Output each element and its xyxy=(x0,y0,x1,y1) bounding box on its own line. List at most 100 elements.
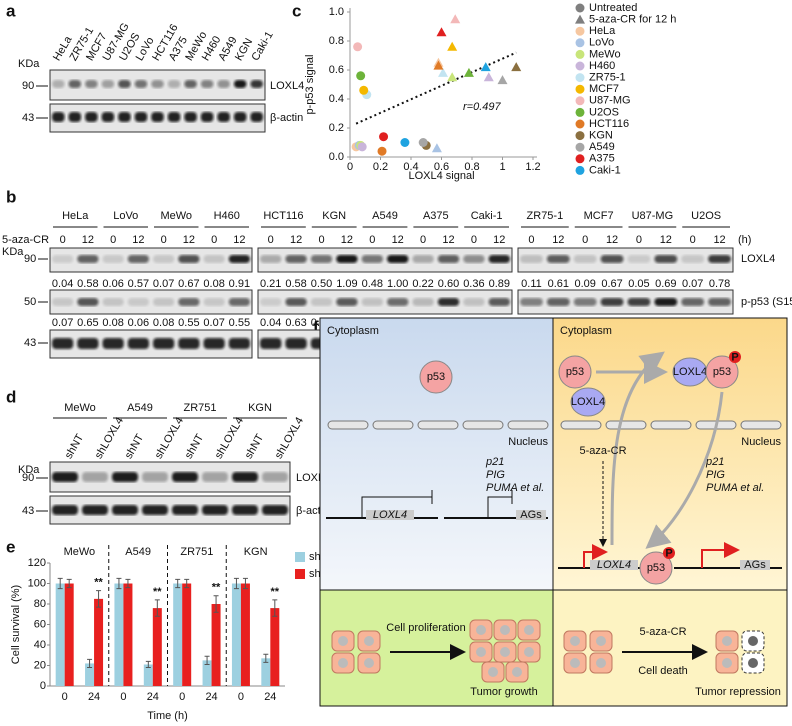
lane-label: Caki-1 xyxy=(249,29,275,63)
x-tick-label: 0.8 xyxy=(464,161,479,173)
quant-label: 0.04 xyxy=(260,317,281,329)
y-axis-label: Cell survival (%) xyxy=(10,585,22,664)
nucleus xyxy=(722,636,732,646)
row-label: p-p53 (S15) xyxy=(741,296,792,308)
blot-band xyxy=(202,505,228,515)
blot-band xyxy=(488,255,510,263)
error-bar xyxy=(66,578,72,589)
scatter-point xyxy=(450,14,461,24)
nuclear-membrane xyxy=(417,420,459,430)
compartment-label: Nucleus xyxy=(508,436,548,448)
quant-label: 0.78 xyxy=(709,278,730,290)
x-tick-label: 0.4 xyxy=(403,161,418,173)
blot-band xyxy=(52,80,65,88)
x-tick-label: 24 xyxy=(205,691,217,703)
blot-band xyxy=(77,298,99,306)
nucleus xyxy=(596,636,606,646)
nucleus xyxy=(338,636,348,646)
x-axis-label: LOXL4 signal xyxy=(408,170,474,182)
bar xyxy=(85,663,95,686)
blot-band xyxy=(520,255,543,263)
target-label: PUMA et al. xyxy=(486,482,544,494)
legend-marker xyxy=(575,3,585,13)
blot-band xyxy=(217,112,230,122)
cell-line-label: A375 xyxy=(423,210,449,222)
bar xyxy=(123,583,133,686)
y-tick-label: 40 xyxy=(34,639,46,651)
quant-label: 0.11 xyxy=(521,278,542,290)
group-label: ZR751 xyxy=(183,402,216,414)
protein-label: LOXL4 xyxy=(571,396,605,408)
lane-label: shLOXL4 xyxy=(213,415,246,461)
blot-band xyxy=(437,298,460,306)
scatter-point xyxy=(359,85,369,95)
protein xyxy=(705,355,739,389)
repression-line xyxy=(361,490,433,518)
legend-label: Caki-1 xyxy=(589,164,621,176)
blot-band xyxy=(85,80,98,88)
group-label: A549 xyxy=(127,402,153,414)
nucleus xyxy=(364,658,374,668)
error-bar xyxy=(184,578,190,589)
bar xyxy=(55,583,65,686)
quant-label: 0.89 xyxy=(489,278,510,290)
drug-label: 5-aza-CR xyxy=(639,626,686,638)
blot-band xyxy=(52,112,65,122)
nucleus xyxy=(570,636,580,646)
quant-label: 0.48 xyxy=(362,278,383,290)
legend-marker xyxy=(575,38,585,48)
x-tick-label: 0.2 xyxy=(373,161,388,173)
y-tick-label: 0 xyxy=(40,680,46,692)
marker-label: 50 xyxy=(24,296,36,308)
bar xyxy=(152,608,162,686)
nuclear-membrane xyxy=(650,420,692,430)
blot-band xyxy=(202,472,228,482)
blot-band xyxy=(153,338,175,349)
blot-band xyxy=(127,298,149,306)
blot-band xyxy=(627,298,651,306)
legend-marker xyxy=(575,165,585,175)
process-label: Cell proliferation xyxy=(386,622,465,634)
phospho-label: P xyxy=(731,351,738,363)
blot-band xyxy=(127,255,149,263)
bar xyxy=(182,583,192,686)
gene-box xyxy=(590,560,638,570)
blot-band xyxy=(654,255,678,263)
error-bar xyxy=(116,577,122,590)
scatter-point xyxy=(418,138,428,147)
marker-label: 43 xyxy=(22,505,34,517)
quant-label: 1.09 xyxy=(336,278,357,290)
lane-label: shNT xyxy=(243,432,267,461)
outcome-label: Tumor growth xyxy=(470,686,537,698)
blot-band xyxy=(285,338,307,349)
target-label: p21 xyxy=(485,456,504,468)
legend-marker xyxy=(575,73,585,83)
lane-label: shNT xyxy=(183,432,207,461)
time-label: 0 xyxy=(690,234,696,246)
quant-label: 0.69 xyxy=(655,278,676,290)
scatter-point xyxy=(447,41,458,51)
time-label: 12 xyxy=(82,234,94,246)
legend-label: H460 xyxy=(589,60,615,72)
blot-band xyxy=(262,472,288,482)
scatter-point xyxy=(497,75,508,85)
blot-band xyxy=(68,112,82,122)
blot-band xyxy=(228,255,250,263)
significance-label: ** xyxy=(271,586,280,598)
time-label: 12 xyxy=(713,234,725,246)
blot-band xyxy=(412,255,434,263)
legend-label: MeWo xyxy=(589,48,621,60)
bar xyxy=(94,598,104,686)
time-label: 0 xyxy=(369,234,375,246)
cell-line-label: MCF7 xyxy=(584,210,614,222)
nuclear-membrane xyxy=(507,420,549,430)
blot-band xyxy=(153,255,175,263)
time-label: 12 xyxy=(493,234,505,246)
y-tick-label: 20 xyxy=(34,659,46,671)
quant-label: 0.21 xyxy=(260,278,281,290)
blot-band xyxy=(102,338,124,349)
nucleus xyxy=(748,658,758,668)
legend-label: A375 xyxy=(589,153,615,165)
scatter-point xyxy=(480,62,491,72)
